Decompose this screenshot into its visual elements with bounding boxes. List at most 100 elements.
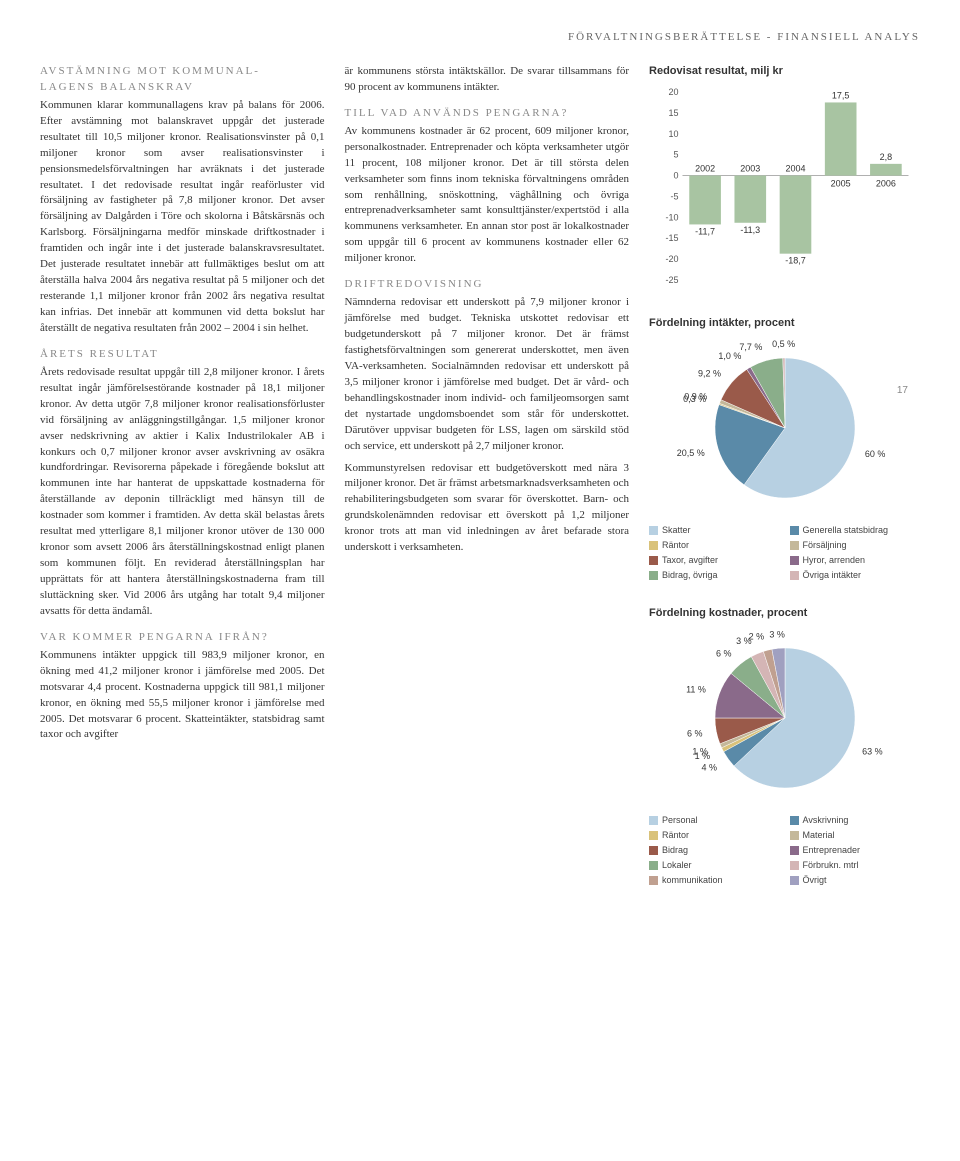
svg-text:60 %: 60 % [864, 449, 885, 459]
para-drift2: Kommunstyrelsen redovisar ett budgetöver… [345, 461, 630, 557]
section-head-balanskrav: AVSTÄMNING MOT KOMMUNAL- LAGENS BALANSKR… [40, 64, 325, 96]
legend-item: Personal [649, 814, 779, 827]
body-drift: Nämnderna redovisar ett underskott på 7,… [345, 295, 630, 556]
svg-text:3 %: 3 % [769, 629, 785, 639]
para-intaktskallor: är kommunens största intäktskällor. De s… [345, 64, 630, 96]
legend-swatch [790, 541, 799, 550]
section-head-drift: DRIFTREDOVISNING [345, 277, 630, 293]
legend-swatch [649, 861, 658, 870]
legend-item: Räntor [649, 829, 779, 842]
svg-text:-18,7: -18,7 [785, 256, 806, 266]
svg-text:-20: -20 [666, 254, 679, 264]
svg-text:-15: -15 [666, 233, 679, 243]
svg-text:17,5: 17,5 [832, 90, 850, 100]
legend-swatch [790, 831, 799, 840]
svg-text:15: 15 [669, 108, 679, 118]
legend-item: Lokaler [649, 859, 779, 872]
bar-chart-title: Redovisat resultat, milj kr [649, 64, 920, 80]
svg-text:-10: -10 [666, 212, 679, 222]
para-arets: Årets redovisade resultat uppgår till 2,… [40, 365, 325, 620]
pie-income-legend: Skatter Generella statsbidrag Räntor Försäl… [649, 524, 920, 582]
legend-label: Försäljning [803, 539, 847, 552]
svg-text:7,7 %: 7,7 % [739, 342, 762, 352]
legend-swatch [790, 846, 799, 855]
legend-label: Material [803, 829, 835, 842]
legend-label: Generella statsbidrag [803, 524, 889, 537]
legend-label: Räntor [662, 539, 689, 552]
legend-swatch [649, 541, 658, 550]
column-middle: är kommunens största intäktskällor. De s… [345, 64, 630, 911]
bar-chart: -25-20-15-10-505101520-11,72002-11,32003… [649, 86, 920, 286]
body-arets: Årets redovisade resultat uppgår till 2,… [40, 365, 325, 620]
legend-swatch [790, 571, 799, 580]
legend-item: Generella statsbidrag [790, 524, 920, 537]
para-tillvad: Av kommunens kostnader är 62 procent, 60… [345, 124, 630, 267]
legend-label: Skatter [662, 524, 691, 537]
svg-text:6 %: 6 % [686, 729, 702, 739]
section-head-varkommer: VAR KOMMER PENGARNA IFRÅN? [40, 630, 325, 646]
pie-income-block: Fördelning intäkter, procent 60 %20,5 %0… [649, 316, 920, 582]
svg-text:-5: -5 [671, 191, 679, 201]
legend-label: Förbrukn. mtrl [803, 859, 859, 872]
svg-text:0,9 %: 0,9 % [684, 391, 707, 401]
legend-swatch [790, 526, 799, 535]
head-line2: LAGENS BALANSKRAV [40, 81, 194, 93]
svg-text:11 %: 11 % [686, 684, 706, 694]
legend-item: Hyror, arrenden [790, 554, 920, 567]
svg-text:2004: 2004 [786, 163, 806, 173]
svg-text:-11,7: -11,7 [695, 226, 715, 236]
legend-item: Försäljning [790, 539, 920, 552]
legend-swatch [649, 876, 658, 885]
legend-swatch [649, 846, 658, 855]
svg-text:2002: 2002 [695, 163, 715, 173]
svg-text:9,2 %: 9,2 % [698, 368, 721, 378]
legend-item: kommunikation [649, 874, 779, 887]
pie-cost-block: Fördelning kostnader, procent 63 %4 %1 %… [649, 606, 920, 887]
legend-label: Övriga intäkter [803, 569, 862, 582]
column-left: AVSTÄMNING MOT KOMMUNAL- LAGENS BALANSKR… [40, 64, 325, 911]
legend-label: Taxor, avgifter [662, 554, 718, 567]
body-varkommer: Kommunens intäkter uppgick till 983,9 mi… [40, 648, 325, 744]
legend-label: Räntor [662, 829, 689, 842]
svg-text:0: 0 [674, 170, 679, 180]
para-drift1: Nämnderna redovisar ett underskott på 7,… [345, 295, 630, 454]
legend-swatch [649, 556, 658, 565]
legend-label: kommunikation [662, 874, 723, 887]
svg-text:0,5 %: 0,5 % [772, 339, 795, 349]
head-line1: AVSTÄMNING MOT KOMMUNAL- [40, 65, 260, 77]
legend-swatch [790, 861, 799, 870]
svg-text:63 %: 63 % [862, 746, 883, 756]
legend-label: Lokaler [662, 859, 692, 872]
legend-label: Hyror, arrenden [803, 554, 866, 567]
legend-item: Förbrukn. mtrl [790, 859, 920, 872]
pie-income-title: Fördelning intäkter, procent [649, 316, 920, 332]
legend-item: Räntor [649, 539, 779, 552]
body-balanskrav: Kommunen klarar kommunallagens krav på b… [40, 98, 325, 337]
legend-label: Avskrivning [803, 814, 849, 827]
column-right: 17 Redovisat resultat, milj kr -25-20-15… [649, 64, 920, 911]
pie-cost-legend: PersonalAvskrivningRäntorMaterialBidragE… [649, 814, 920, 887]
svg-text:-25: -25 [666, 275, 679, 285]
svg-text:6 %: 6 % [715, 648, 731, 658]
legend-item: Material [790, 829, 920, 842]
svg-text:2003: 2003 [740, 163, 760, 173]
legend-item: Entreprenader [790, 844, 920, 857]
svg-text:-11,3: -11,3 [740, 225, 760, 235]
svg-text:4 %: 4 % [701, 762, 717, 772]
legend-item: Skatter [649, 524, 779, 537]
legend-item: Avskrivning [790, 814, 920, 827]
svg-text:2005: 2005 [831, 178, 851, 188]
section-head-tillvad: TILL VAD ANVÄNDS PENGARNA? [345, 106, 630, 122]
page-header: FÖRVALTNINGSBERÄTTELSE - FINANSIELL ANAL… [40, 30, 920, 46]
svg-text:10: 10 [669, 129, 679, 139]
section-head-arets: ÅRETS RESULTAT [40, 347, 325, 363]
legend-item: Övrigt [790, 874, 920, 887]
legend-label: Övrigt [803, 874, 827, 887]
legend-item: Taxor, avgifter [649, 554, 779, 567]
svg-text:1,0 %: 1,0 % [718, 351, 741, 361]
svg-text:2 %: 2 % [748, 632, 764, 642]
svg-text:2,8: 2,8 [880, 152, 893, 162]
legend-item: Övriga intäkter [790, 569, 920, 582]
bar-chart-svg: -25-20-15-10-505101520-11,72002-11,32003… [649, 86, 920, 286]
legend-label: Bidrag, övriga [662, 569, 718, 582]
